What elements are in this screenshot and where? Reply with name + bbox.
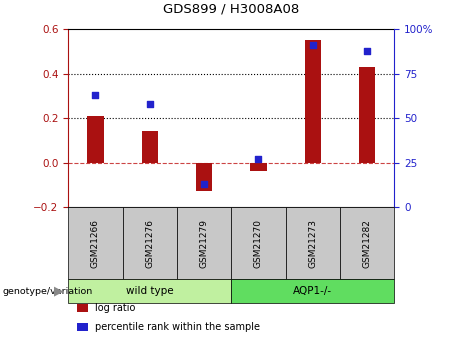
Text: percentile rank within the sample: percentile rank within the sample (95, 322, 260, 332)
Point (146, 101, 154, 107)
Text: genotype/variation: genotype/variation (2, 287, 93, 296)
Text: log ratio: log ratio (95, 303, 135, 313)
Text: GSM21276: GSM21276 (145, 219, 154, 268)
Text: GDS899 / H3008A08: GDS899 / H3008A08 (163, 2, 299, 16)
Bar (250, 162, 266, 171)
Bar (142, 131, 158, 162)
Text: wild type: wild type (126, 286, 173, 296)
Text: GSM21279: GSM21279 (200, 219, 208, 268)
Point (309, 42, 316, 48)
Point (254, 156, 262, 162)
Text: AQP1-/-: AQP1-/- (293, 286, 332, 296)
Text: GSM21266: GSM21266 (91, 219, 100, 268)
Point (201, 181, 208, 187)
Point (92, 92, 99, 98)
Bar (359, 67, 375, 162)
Bar (87, 116, 104, 162)
Point (363, 48, 371, 53)
Bar (305, 40, 321, 162)
Text: GSM21273: GSM21273 (308, 219, 317, 268)
Text: GSM21270: GSM21270 (254, 219, 263, 268)
Text: GSM21282: GSM21282 (362, 219, 372, 268)
Bar (196, 162, 212, 191)
Text: ▶: ▶ (54, 285, 64, 298)
